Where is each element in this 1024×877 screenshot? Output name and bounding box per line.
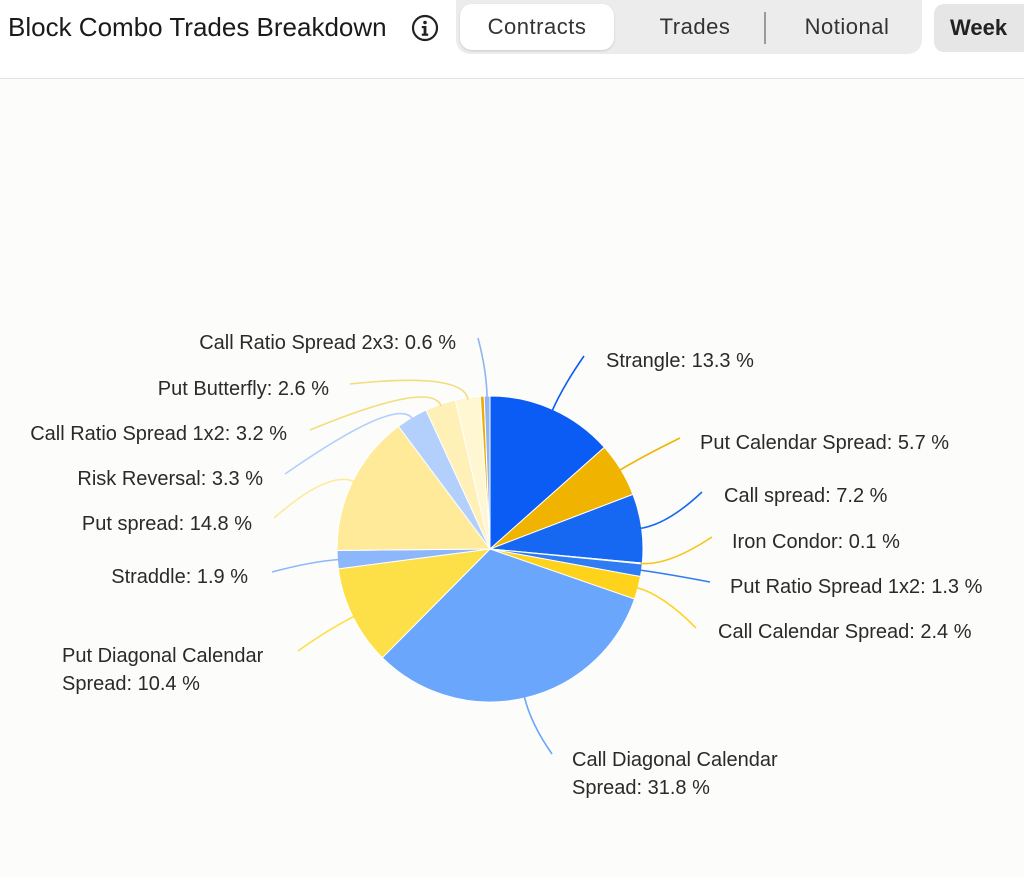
leader-line [640, 536, 713, 565]
slice-label-line: Call Ratio Spread 1x2: 3.2 % [30, 423, 287, 445]
slice-label: Put Diagonal Calendar Spread: 10.4 % [62, 645, 264, 695]
slice-label-line: Call Diagonal Calendar [572, 749, 778, 771]
slice-label-line: Put Ratio Spread 1x2: 1.3 % [730, 576, 983, 598]
slice-label-line: Spread: 10.4 % [62, 673, 200, 695]
slice-label: Call spread: 7.2 % [724, 485, 888, 507]
slice-label: Put spread: 14.8 % [82, 513, 252, 535]
slice-label-line: Call Calendar Spread: 2.4 % [718, 621, 972, 643]
leader-line [639, 569, 711, 583]
leader-line [284, 412, 414, 475]
slice-label: Call Calendar Spread: 2.4 % [718, 621, 972, 643]
period-week-button[interactable]: Week [934, 4, 1024, 52]
slice-label: Risk Reversal: 3.3 % [77, 468, 263, 490]
slice-label-line: Put Diagonal Calendar [62, 645, 264, 667]
slice-label-line: Straddle: 1.9 % [111, 566, 248, 588]
slice-label: Call Ratio Spread 2x3: 0.6 % [199, 332, 456, 354]
slice-label: Straddle: 1.9 % [111, 566, 248, 588]
slice-label-line: Risk Reversal: 3.3 % [77, 468, 263, 490]
leader-line [273, 478, 356, 519]
leader-line [309, 396, 442, 431]
chart-header: Block Combo Trades Breakdown Contracts T… [0, 0, 1024, 79]
leader-line [297, 615, 356, 652]
slice-label-line: Put Calendar Spread: 5.7 % [700, 432, 949, 454]
leader-line [271, 558, 340, 573]
info-icon[interactable] [411, 14, 439, 42]
slice-label: Put Butterfly: 2.6 % [158, 378, 329, 400]
tab-contracts[interactable]: Contracts [460, 4, 614, 50]
slice-label: Call Ratio Spread 1x2: 3.2 % [30, 423, 287, 445]
tab-trades[interactable]: Trades [659, 14, 731, 39]
leader-line [618, 437, 681, 472]
slice-label: Put Calendar Spread: 5.7 % [700, 432, 949, 454]
slice-label: Iron Condor: 0.1 % [732, 531, 900, 553]
slice-label-line: Iron Condor: 0.1 % [732, 531, 900, 553]
leader-line [639, 491, 703, 530]
slice-label-line: Strangle: 13.3 % [606, 350, 754, 372]
slice-label-line: Spread: 31.8 % [572, 777, 710, 799]
slice-label-line: Put spread: 14.8 % [82, 513, 252, 535]
leader-line [551, 355, 585, 412]
leader-line [477, 337, 488, 399]
tab-divider [764, 12, 766, 44]
leader-line [349, 379, 469, 400]
leader-line [523, 695, 553, 755]
slice-label: Call Diagonal Calendar Spread: 31.8 % [572, 749, 778, 799]
slice-label: Put Ratio Spread 1x2: 1.3 % [730, 576, 983, 598]
slice-label: Strangle: 13.3 % [606, 350, 754, 372]
leader-line [635, 586, 697, 629]
chart-title: Block Combo Trades Breakdown [8, 12, 387, 42]
tab-notional[interactable]: Notional [804, 14, 890, 39]
slice-label-line: Put Butterfly: 2.6 % [158, 378, 329, 400]
slice-label-line: Call Ratio Spread 2x3: 0.6 % [199, 332, 456, 354]
slice-label-line: Call spread: 7.2 % [724, 485, 888, 507]
